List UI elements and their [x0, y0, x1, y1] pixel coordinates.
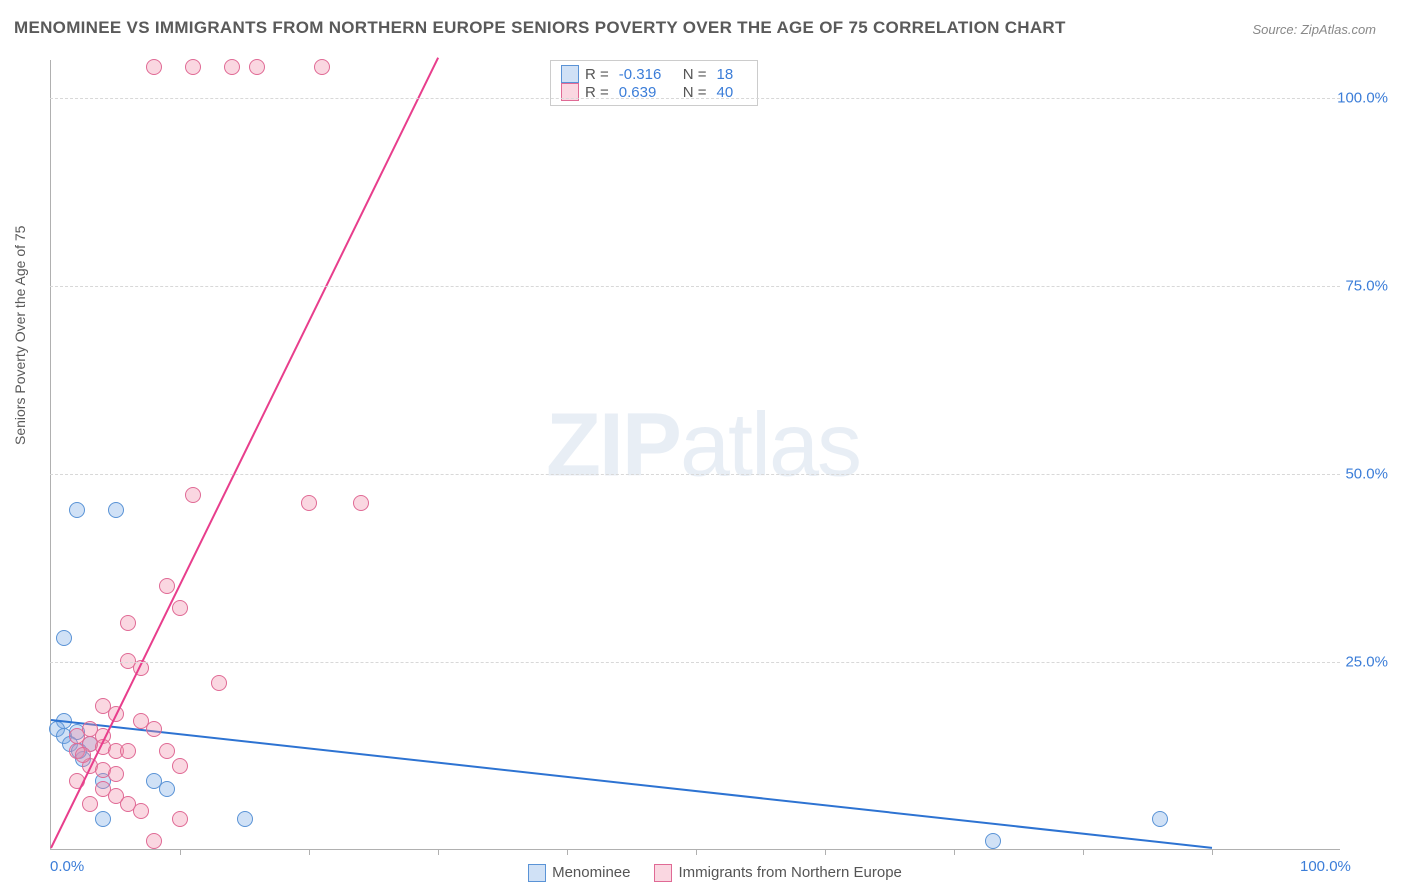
x-tick: [180, 849, 181, 855]
data-point: [211, 675, 227, 691]
x-tick: [954, 849, 955, 855]
data-point: [172, 811, 188, 827]
data-point: [224, 59, 240, 75]
data-point: [120, 615, 136, 631]
legend-n-label: N =: [683, 66, 707, 83]
y-tick-label: 100.0%: [1337, 89, 1388, 106]
plot-area: [50, 60, 1340, 850]
data-point: [237, 811, 253, 827]
x-tick: [567, 849, 568, 855]
data-point: [56, 630, 72, 646]
data-point: [172, 758, 188, 774]
data-point: [159, 578, 175, 594]
data-point: [120, 743, 136, 759]
legend-swatch: [561, 65, 579, 83]
gridline-h: [50, 286, 1340, 287]
data-point: [1152, 811, 1168, 827]
y-tick-label: 50.0%: [1345, 465, 1388, 482]
gridline-h: [50, 474, 1340, 475]
legend-n-value: 18: [717, 66, 747, 83]
data-point: [159, 781, 175, 797]
x-tick: [1212, 849, 1213, 855]
data-point: [185, 59, 201, 75]
gridline-h: [50, 98, 1340, 99]
x-tick-label: 100.0%: [1300, 858, 1351, 875]
x-tick: [309, 849, 310, 855]
legend-series-label: Immigrants from Northern Europe: [678, 864, 901, 881]
data-point: [108, 502, 124, 518]
data-point: [82, 796, 98, 812]
y-axis-label: Seniors Poverty Over the Age of 75: [12, 226, 28, 445]
gridline-h: [50, 662, 1340, 663]
data-point: [69, 502, 85, 518]
x-tick-label: 0.0%: [50, 858, 84, 875]
x-tick: [696, 849, 697, 855]
data-point: [108, 766, 124, 782]
x-tick: [1083, 849, 1084, 855]
data-point: [133, 803, 149, 819]
series-legend: Menominee Immigrants from Northern Europe: [0, 864, 1406, 882]
legend-r-label: R =: [585, 66, 609, 83]
legend-row: R = -0.316 N = 18: [561, 65, 747, 83]
y-tick-label: 75.0%: [1345, 277, 1388, 294]
legend-swatch: [654, 864, 672, 882]
x-tick: [438, 849, 439, 855]
y-tick-label: 25.0%: [1345, 653, 1388, 670]
data-point: [314, 59, 330, 75]
correlation-legend: R =-0.316N =18R =0.639N =40: [550, 60, 758, 106]
legend-series-label: Menominee: [552, 864, 630, 881]
data-point: [353, 495, 369, 511]
data-point: [985, 833, 1001, 849]
data-point: [185, 487, 201, 503]
data-point: [172, 600, 188, 616]
trend-line: [51, 719, 1212, 849]
data-point: [146, 721, 162, 737]
chart-title: MENOMINEE VS IMMIGRANTS FROM NORTHERN EU…: [14, 18, 1066, 38]
data-point: [95, 811, 111, 827]
trend-line: [50, 58, 439, 849]
data-point: [146, 833, 162, 849]
data-point: [249, 59, 265, 75]
legend-r-value: -0.316: [619, 66, 669, 83]
data-point: [75, 747, 91, 763]
x-tick: [825, 849, 826, 855]
data-point: [146, 59, 162, 75]
data-point: [159, 743, 175, 759]
legend-swatch: [528, 864, 546, 882]
source-attribution: Source: ZipAtlas.com: [1252, 22, 1376, 37]
data-point: [301, 495, 317, 511]
